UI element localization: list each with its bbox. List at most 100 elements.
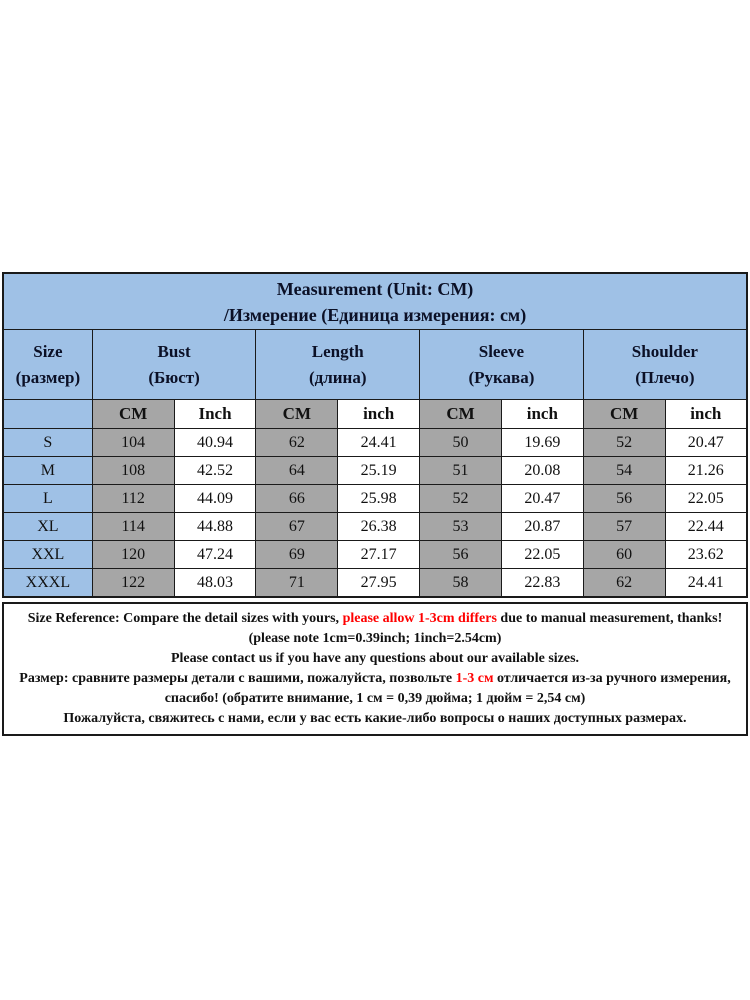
inch-value-cell: 19.69 [500, 428, 584, 457]
note-line: спасибо! (обратите внимание, 1 см = 0,39… [10, 689, 740, 709]
cm-value-cell: 67 [255, 512, 339, 541]
table-title: Measurement (Unit: CM) /Измерение (Едини… [2, 272, 748, 330]
cm-value-cell: 122 [91, 568, 175, 598]
note-highlight-text: 1-3 см [455, 671, 494, 686]
cm-value-cell: 54 [582, 456, 666, 485]
inch-value-cell: 27.17 [337, 540, 421, 569]
size-cell: M [2, 456, 93, 485]
size-cell: L [2, 484, 93, 513]
note-line: (please note 1cm=0.39inch; 1inch=2.54cm) [10, 629, 740, 649]
column-header-length-ru: (длина) [308, 367, 367, 387]
inch-value-cell: 22.05 [500, 540, 584, 569]
cm-value-cell: 51 [419, 456, 502, 485]
column-header-bust: Bust (Бюст) [91, 329, 257, 400]
cm-value-cell: 52 [582, 428, 666, 457]
note-line: Размер: сравните размеры детали с вашими… [10, 669, 740, 689]
unit-header-cm: CM [255, 399, 339, 429]
cm-value-cell: 64 [255, 456, 339, 485]
size-chart-sheet: Measurement (Unit: CM) /Измерение (Едини… [2, 272, 748, 736]
table-row: XXXL 122 48.03 71 27.95 58 22.83 62 24.41 [2, 568, 748, 598]
column-header-shoulder-en: Shoulder [631, 341, 698, 361]
unit-header-empty [2, 399, 93, 429]
note-text: Пожалуйста, свяжитесь с нами, если у вас… [63, 711, 687, 726]
column-header-length-en: Length [311, 341, 364, 361]
note-text: спасибо! (обратите внимание, 1 см = 0,39… [164, 691, 586, 706]
inch-value-cell: 48.03 [173, 568, 257, 598]
inch-value-cell: 44.09 [173, 484, 257, 513]
column-header-shoulder-ru: (Плечо) [635, 367, 695, 387]
cm-value-cell: 56 [419, 540, 502, 569]
inch-value-cell: 20.08 [500, 456, 584, 485]
unit-header-cm: CM [91, 399, 175, 429]
cm-value-cell: 120 [91, 540, 175, 569]
unit-header-inch: inch [500, 399, 584, 429]
column-header-length: Length (длина) [255, 329, 421, 400]
cm-value-cell: 104 [91, 428, 175, 457]
measurement-table: Measurement (Unit: CM) /Измерение (Едини… [2, 272, 748, 598]
inch-value-cell: 22.83 [500, 568, 584, 598]
inch-value-cell: 23.62 [664, 540, 748, 569]
size-cell: XXL [2, 540, 93, 569]
inch-value-cell: 24.41 [337, 428, 421, 457]
note-line: Please contact us if you have any questi… [10, 649, 740, 669]
cm-value-cell: 69 [255, 540, 339, 569]
note-highlight-text: please allow 1-3cm differs [342, 611, 497, 626]
note-text: отличается из-за ручного измерения, [493, 671, 731, 686]
inch-value-cell: 26.38 [337, 512, 421, 541]
cm-value-cell: 52 [419, 484, 502, 513]
size-reference-notes: Size Reference: Compare the detail sizes… [2, 602, 748, 736]
cm-value-cell: 112 [91, 484, 175, 513]
cm-value-cell: 108 [91, 456, 175, 485]
inch-value-cell: 40.94 [173, 428, 257, 457]
unit-header-inch: Inch [173, 399, 257, 429]
table-title-row: Measurement (Unit: CM) /Измерение (Едини… [2, 272, 748, 330]
column-header-sleeve-ru: (Рукава) [468, 367, 535, 387]
table-row: XL 114 44.88 67 26.38 53 20.87 57 22.44 [2, 512, 748, 541]
inch-value-cell: 24.41 [664, 568, 748, 598]
cm-value-cell: 58 [419, 568, 502, 598]
size-cell: XL [2, 512, 93, 541]
unit-header-inch: inch [664, 399, 748, 429]
inch-value-cell: 20.47 [664, 428, 748, 457]
cm-value-cell: 60 [582, 540, 666, 569]
cm-value-cell: 50 [419, 428, 502, 457]
unit-header-cm: CM [582, 399, 666, 429]
column-header-bust-en: Bust [157, 341, 191, 361]
note-text: Please contact us if you have any questi… [170, 651, 580, 666]
column-header-sleeve: Sleeve (Рукава) [419, 329, 584, 400]
note-line: Size Reference: Compare the detail sizes… [10, 609, 740, 629]
note-text: Размер: сравните размеры детали с вашими… [19, 671, 456, 686]
table-row: S 104 40.94 62 24.41 50 19.69 52 20.47 [2, 428, 748, 457]
cm-value-cell: 53 [419, 512, 502, 541]
note-text: (please note 1cm=0.39inch; 1inch=2.54cm) [248, 631, 502, 646]
cm-value-cell: 71 [255, 568, 339, 598]
inch-value-cell: 25.98 [337, 484, 421, 513]
column-header-row: Size (размер) Bust (Бюст) Length (длина)… [2, 329, 748, 400]
size-cell: XXXL [2, 568, 93, 598]
cm-value-cell: 62 [582, 568, 666, 598]
column-header-sleeve-en: Sleeve [478, 341, 525, 361]
inch-value-cell: 27.95 [337, 568, 421, 598]
inch-value-cell: 47.24 [173, 540, 257, 569]
column-header-bust-ru: (Бюст) [148, 367, 200, 387]
table-row: M 108 42.52 64 25.19 51 20.08 54 21.26 [2, 456, 748, 485]
note-line: Пожалуйста, свяжитесь с нами, если у вас… [10, 709, 740, 729]
size-cell: S [2, 428, 93, 457]
inch-value-cell: 44.88 [173, 512, 257, 541]
column-header-shoulder: Shoulder (Плечо) [582, 329, 748, 400]
column-header-size-en: Size [33, 341, 63, 361]
table-title-en: Measurement (Unit: CM) [276, 278, 474, 299]
inch-value-cell: 20.47 [500, 484, 584, 513]
note-text: due to manual measurement, thanks! [496, 611, 723, 626]
cm-value-cell: 57 [582, 512, 666, 541]
table-row: L 112 44.09 66 25.98 52 20.47 56 22.05 [2, 484, 748, 513]
note-text: Size Reference: Compare the detail sizes… [27, 611, 343, 626]
unit-header-cm: CM [419, 399, 502, 429]
inch-value-cell: 42.52 [173, 456, 257, 485]
inch-value-cell: 25.19 [337, 456, 421, 485]
cm-value-cell: 114 [91, 512, 175, 541]
inch-value-cell: 20.87 [500, 512, 584, 541]
column-header-size: Size (размер) [2, 329, 93, 400]
size-rows-body: S 104 40.94 62 24.41 50 19.69 52 20.47 M 108 42.52 6… [2, 428, 748, 598]
column-header-size-ru: (размер) [15, 367, 81, 387]
